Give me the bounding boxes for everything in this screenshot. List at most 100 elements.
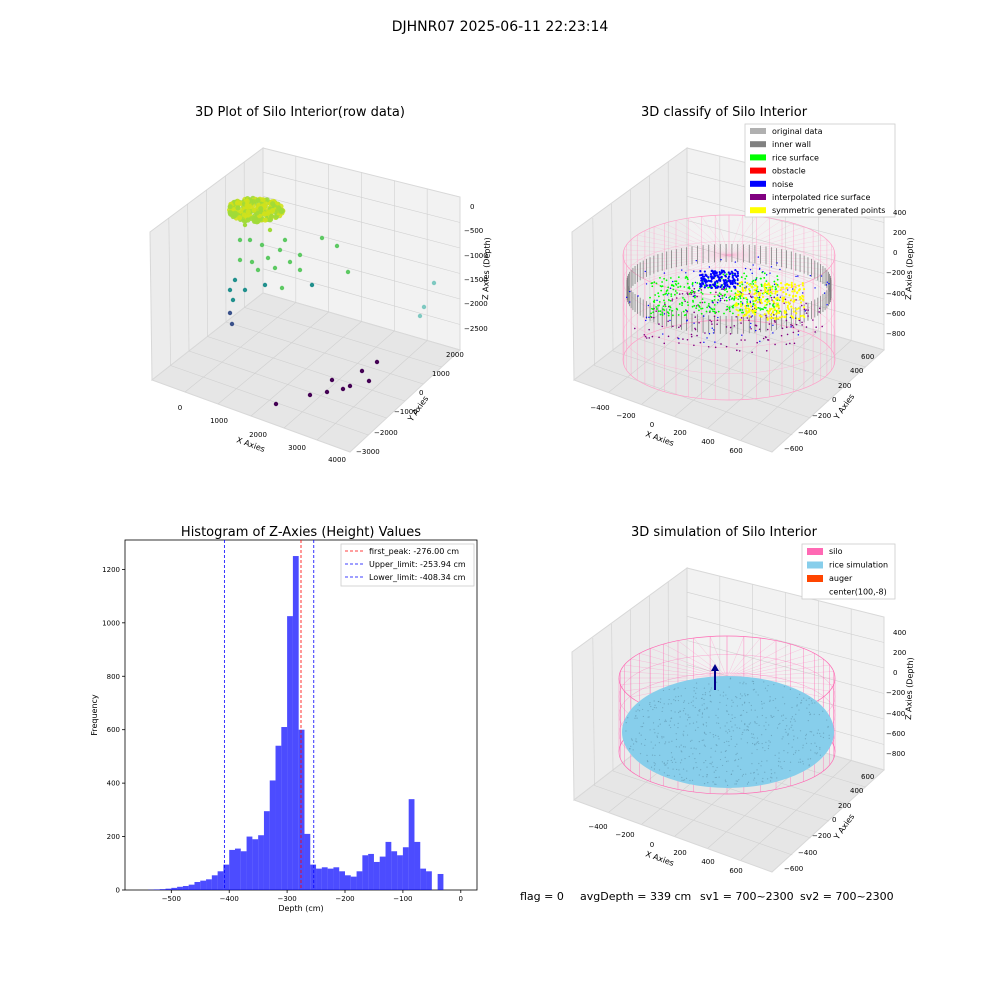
- raw-point: [245, 209, 251, 215]
- symmetric-point: [785, 282, 789, 286]
- symmetric-point: [767, 312, 770, 315]
- interpolated-point: [648, 337, 651, 339]
- rice-simulation-point: [715, 714, 717, 716]
- rice-simulation-point: [739, 714, 742, 716]
- classify-z-ticks: −800 −600 −400 −200 0 200 400: [886, 209, 906, 338]
- raw-point: [270, 201, 276, 207]
- noise-point: [825, 284, 828, 286]
- rice-simulation-point: [791, 724, 793, 726]
- rice-simulation-point: [679, 710, 681, 712]
- interpolated-point: [723, 299, 726, 302]
- interpolated-point: [785, 319, 788, 322]
- noise-point: [726, 285, 729, 288]
- rice-simulation-point: [677, 727, 679, 729]
- rice-simulation-point: [752, 742, 754, 745]
- rice-simulation-point: [725, 704, 728, 706]
- histogram-bar: [206, 879, 212, 890]
- rice-simulation-point: [680, 762, 682, 764]
- classify-3d-plot: 3D classify of Silo Interior original da…: [571, 105, 915, 455]
- symmetric-point: [735, 302, 738, 305]
- rice-simulation-point: [684, 746, 686, 748]
- rice-simulation-point: [751, 752, 753, 754]
- noise-point: [728, 299, 731, 301]
- interpolated-point: [709, 319, 711, 322]
- interpolated-point: [693, 287, 696, 290]
- rice-simulation-point: [784, 728, 786, 731]
- rice-simulation-point: [765, 721, 767, 723]
- interpolated-point: [783, 302, 785, 305]
- interpolated-point: [818, 311, 820, 313]
- interpolated-point: [715, 291, 717, 294]
- rice-simulation-point: [679, 773, 681, 775]
- legend-swatch: [750, 128, 766, 134]
- rice-simulation-point: [719, 694, 721, 696]
- rice-simulation-point: [722, 691, 725, 693]
- rice-simulation-point: [703, 782, 706, 785]
- noise-point: [770, 266, 773, 268]
- noise-point: [809, 274, 812, 277]
- rice-simulation-point: [703, 744, 705, 746]
- symmetric-point: [753, 313, 757, 316]
- symmetric-point: [799, 301, 803, 304]
- rice-simulation-point: [662, 707, 664, 709]
- rice-simulation-point: [671, 756, 673, 758]
- rice-simulation-point: [694, 758, 696, 760]
- rice-surface-point: [681, 304, 683, 306]
- rice-simulation-point: [695, 697, 697, 699]
- rice-simulation-point: [690, 747, 692, 749]
- symmetric-point: [794, 286, 797, 289]
- rice-simulation-point: [761, 742, 763, 745]
- symmetric-point: [737, 290, 740, 293]
- rice-surface-point: [759, 277, 762, 280]
- rice-simulation-point: [647, 710, 649, 712]
- symmetric-point: [769, 316, 772, 320]
- legend-label: center(100,-8): [829, 588, 887, 597]
- interpolated-point: [678, 293, 681, 295]
- interpolated-point: [643, 333, 646, 336]
- interpolated-point: [744, 339, 746, 341]
- symmetric-point: [742, 314, 745, 317]
- symmetric-point: [782, 291, 785, 294]
- rice-simulation-point: [699, 753, 701, 755]
- symmetric-point: [787, 283, 790, 287]
- simulation-y-tick: −400: [798, 849, 817, 857]
- symmetric-point: [777, 285, 780, 288]
- rice-simulation-point: [743, 729, 745, 731]
- y-tick-label: 0: [116, 887, 120, 895]
- rice-surface-point: [655, 306, 658, 308]
- rice-simulation-point: [809, 713, 812, 715]
- raw-y-tick: −1000: [394, 408, 418, 416]
- rice-simulation-point: [689, 779, 691, 782]
- raw-point: [262, 217, 268, 223]
- classify-x-tick: −400: [590, 404, 609, 412]
- raw-point: [319, 235, 325, 241]
- rice-simulation-point: [737, 758, 740, 760]
- rice-simulation-point: [691, 739, 693, 741]
- rice-simulation-point: [798, 761, 800, 763]
- noise-point: [709, 283, 712, 287]
- rice-surface-point: [649, 315, 652, 318]
- rice-simulation-point: [654, 754, 656, 757]
- rice-simulation-point: [705, 759, 707, 762]
- simulation-z-tick: 200: [893, 649, 906, 657]
- rice-simulation-point: [778, 752, 780, 754]
- rice-simulation-point: [683, 730, 685, 732]
- symmetric-point: [767, 292, 770, 295]
- silo-wire: [728, 217, 770, 256]
- rice-surface-point: [686, 301, 689, 304]
- rice-simulation-point: [819, 754, 821, 756]
- rice-simulation-point: [689, 716, 691, 718]
- rice-simulation-point: [735, 780, 737, 782]
- rice-simulation-point: [828, 737, 830, 739]
- rice-simulation-point: [761, 714, 763, 717]
- symmetric-point: [760, 315, 763, 318]
- rice-simulation-point: [766, 760, 768, 762]
- rice-simulation-point: [714, 776, 716, 779]
- rice-simulation-point: [769, 741, 771, 743]
- rice-surface-point: [700, 291, 703, 294]
- rice-simulation-point: [666, 774, 668, 776]
- rice-surface-point: [663, 299, 665, 302]
- rice-simulation-point: [664, 719, 667, 721]
- simulation-z-ticks: −800 −600 −400 −200 0 200 400: [886, 629, 906, 758]
- gridline: [187, 203, 190, 352]
